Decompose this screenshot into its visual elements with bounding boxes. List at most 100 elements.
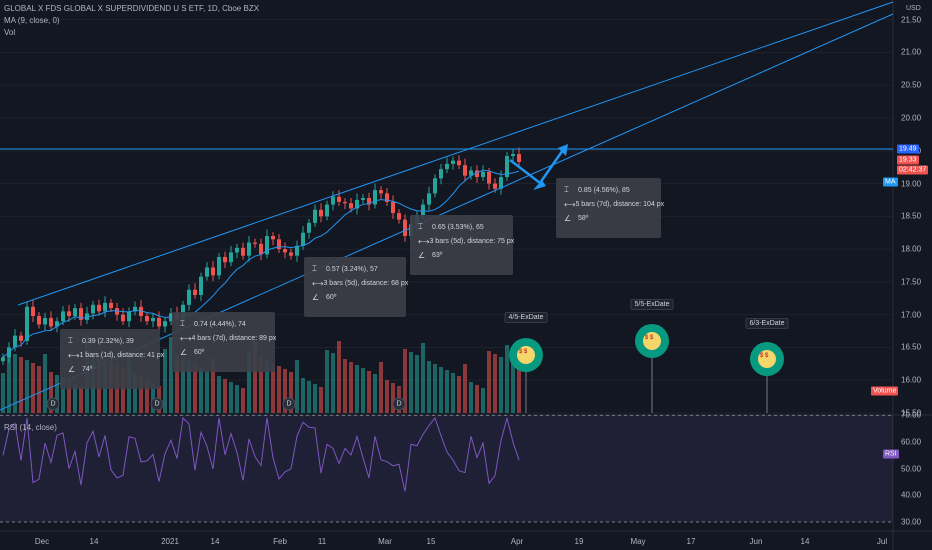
candle-body (517, 154, 521, 162)
candle-body (85, 313, 89, 320)
candle-body (505, 156, 509, 177)
candle-body (397, 213, 401, 220)
volume-bar (499, 357, 503, 413)
arrow-head (533, 180, 546, 190)
time-tick-label: Jul (876, 537, 888, 546)
exdate-label-1[interactable]: 4/5-ExDate (504, 312, 548, 323)
candle-body (55, 321, 59, 327)
angle-icon: ∠ (418, 250, 426, 260)
price-tick-label: 20.00 (901, 113, 922, 123)
chart-title: GLOBAL X FDS GLOBAL X SUPERDIVIDEND U S … (4, 4, 260, 13)
measure-tooltip-2[interactable]: ⌶ 0.74 (4.44%), 74 ⟷ 4 bars (7d), distance… (172, 312, 276, 372)
rsi-badge: RSI (883, 449, 899, 459)
dividend-money-icon[interactable] (509, 338, 543, 372)
rsi-legend[interactable]: RSI (14, close) (4, 423, 57, 432)
volume-bar (79, 387, 83, 413)
volume-bar (517, 366, 521, 413)
candle-body (265, 236, 269, 255)
vol-legend[interactable]: Vol (4, 28, 16, 37)
volume-bar (265, 360, 269, 413)
volume-bar (415, 355, 419, 413)
volume-bar (133, 374, 137, 413)
height-icon: ⌶ (180, 319, 185, 328)
arrow-head (558, 144, 568, 156)
volume-bar (181, 358, 185, 413)
volume-bar (211, 358, 215, 413)
candle-body (235, 247, 239, 253)
volume-bar (19, 357, 23, 413)
volume-bar (379, 362, 383, 413)
tooltip-change: 0.74 (4.44%), 74 (194, 320, 246, 328)
candle-body (469, 170, 473, 176)
dividend-marker-icon[interactable]: D (282, 397, 296, 411)
tooltip-bars: 3 bars (5d), distance: 68 px (323, 279, 409, 287)
volume-bar (433, 364, 437, 413)
volume-bar (421, 343, 425, 413)
exdate-label-2[interactable]: 5/5-ExDate (630, 299, 674, 310)
dividend-marker-icon[interactable]: D (392, 397, 406, 411)
candle-body (343, 201, 347, 204)
volume-bar (451, 373, 455, 413)
volume-bar (463, 364, 467, 413)
candle-body (451, 160, 455, 164)
candle-body (379, 190, 383, 194)
candle-body (433, 178, 437, 194)
candle-body (187, 289, 191, 305)
time-tick-label: 14 (89, 537, 99, 546)
angle-icon: ∠ (68, 364, 76, 374)
candle-body (313, 209, 317, 223)
candle-body (355, 199, 359, 209)
candle-body (121, 314, 125, 322)
time-tick-label: Dec (34, 537, 50, 546)
ma-legend[interactable]: MA (9, close, 0) (4, 16, 60, 25)
measure-tooltip-4[interactable]: ⌶ 0.65 (3.53%), 65 ⟷ 3 bars (5d), distance… (410, 215, 514, 275)
measure-tooltip-5[interactable]: ⌶ 0.85 (4.56%), 85 ⟷ 5 bars (7d), distance… (556, 178, 664, 238)
time-tick-label: May (630, 537, 646, 546)
volume-bar (277, 366, 281, 413)
volume-bar (403, 349, 407, 413)
rsi-tick-label: 50.00 (901, 464, 922, 474)
exdate-label-3[interactable]: 6/3-ExDate (745, 318, 789, 329)
candle-body (43, 317, 47, 325)
volume-bar (319, 387, 323, 413)
tooltip-change: 0.65 (3.53%), 65 (432, 223, 484, 231)
volume-bar (487, 351, 491, 413)
volume-bar (235, 385, 239, 413)
dividend-money-icon[interactable] (750, 342, 784, 376)
tooltip-change: 0.39 (2.32%), 39 (82, 337, 134, 345)
volume-bar (25, 360, 29, 413)
volume-bar (61, 378, 65, 413)
dividend-money-icon[interactable] (635, 324, 669, 358)
currency-label: USD (906, 5, 921, 12)
measure-tooltip-1[interactable]: ⌶ 0.39 (2.32%), 39 ⟷ 1 bars (1d), distance… (60, 329, 164, 389)
volume-bar (7, 351, 11, 413)
volume-bar (511, 363, 515, 413)
measure-tooltip-3[interactable]: ⌶ 0.57 (3.24%), 57 ⟷ 3 bars (5d), distance… (304, 257, 409, 317)
volume-bar (205, 370, 209, 413)
volume-bar (295, 360, 299, 413)
bars-icon: ⟷ (564, 199, 576, 209)
candle-body (157, 317, 161, 327)
dividend-marker-icon[interactable]: D (150, 397, 164, 411)
volume-bar (115, 365, 119, 413)
candle-body (163, 321, 167, 327)
dividend-marker-icon[interactable]: D (46, 397, 60, 411)
time-tick-label: 2021 (161, 537, 179, 546)
time-tick-label: 15 (426, 537, 436, 546)
volume-bar (253, 339, 257, 413)
volume-bar (313, 384, 317, 413)
candle-body (97, 304, 101, 312)
volume-bar (271, 363, 275, 413)
price-badge-top: 19.49 (897, 144, 919, 154)
tooltip-angle: 60º (194, 348, 205, 356)
candle-body (475, 170, 479, 177)
volume-bar (121, 368, 125, 413)
volume-bar (193, 364, 197, 413)
candle-body (325, 204, 329, 217)
height-icon: ⌶ (312, 264, 317, 273)
rsi-line (2, 416, 520, 492)
volume-bar (439, 367, 443, 413)
candle-body (145, 315, 149, 322)
